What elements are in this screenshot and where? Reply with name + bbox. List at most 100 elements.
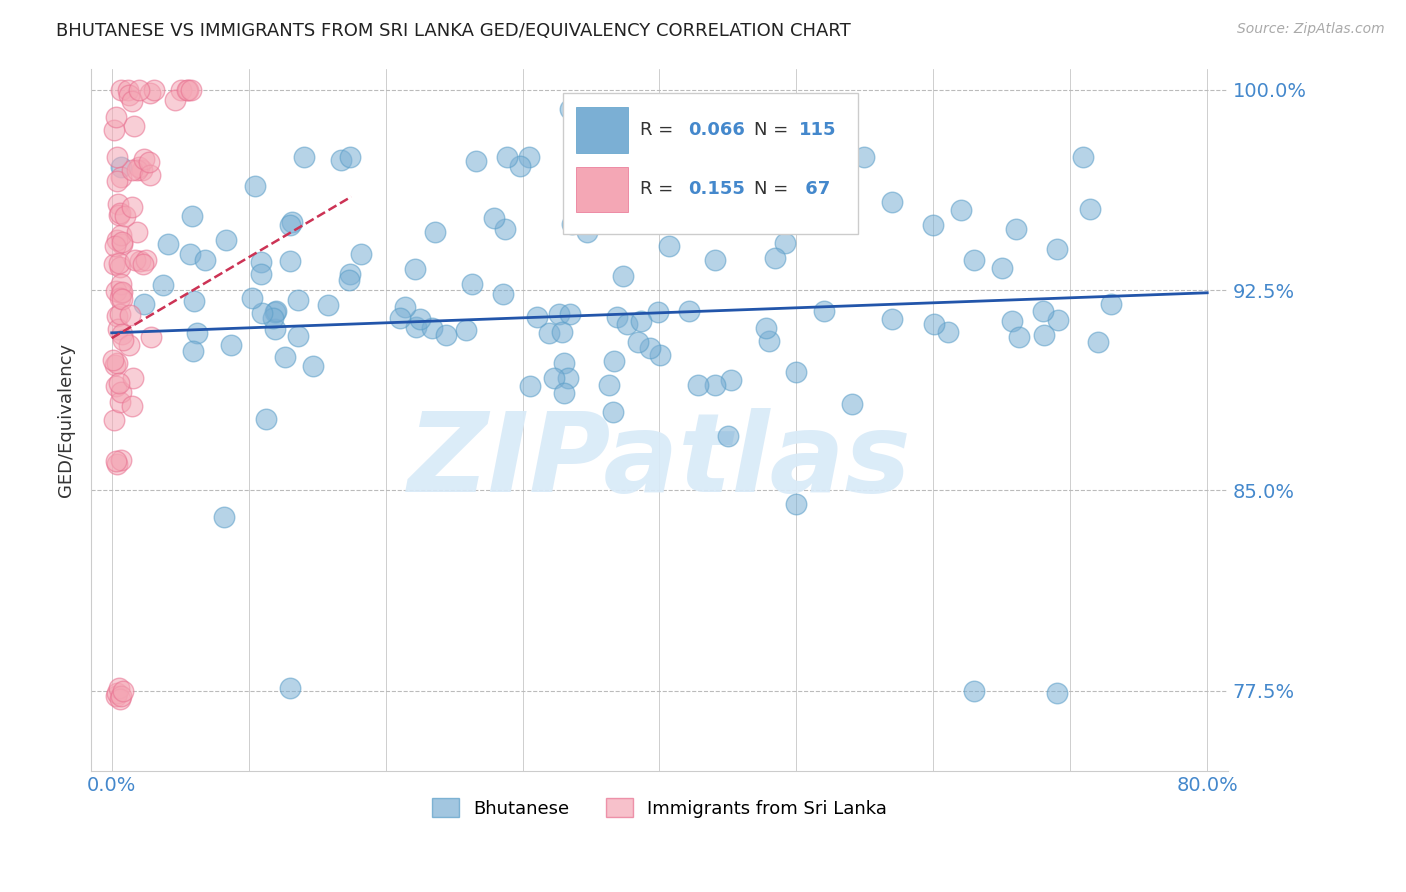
Point (575, 225, 598, 239)
Point (630, 313, 652, 327)
Point (405, 320, 427, 334)
Point (464, 154, 486, 169)
Point (264, 321, 287, 335)
Point (1071, 150, 1094, 164)
Point (108, 291, 131, 305)
Point (280, 253, 302, 268)
Point (139, 168, 162, 182)
Text: N =: N = (754, 180, 794, 198)
Point (949, 202, 972, 217)
Point (180, 83, 202, 97)
Point (461, 277, 484, 291)
Point (492, 286, 515, 301)
Point (152, 278, 174, 293)
Point (128, 160, 150, 174)
Point (287, 328, 309, 343)
Point (841, 396, 863, 410)
Point (108, 206, 131, 220)
Point (127, 225, 149, 239)
Point (963, 252, 986, 267)
Point (337, 273, 360, 287)
Point (603, 354, 626, 368)
Point (704, 377, 727, 392)
Text: Source: ZipAtlas.com: Source: ZipAtlas.com (1237, 22, 1385, 37)
Point (111, 683, 134, 698)
Point (423, 225, 446, 239)
Point (105, 356, 128, 370)
Point (212, 510, 235, 524)
Text: BHUTANESE VS IMMIGRANTS FROM SRI LANKA GED/EQUIVALENCY CORRELATION CHART: BHUTANESE VS IMMIGRANTS FROM SRI LANKA G… (56, 22, 851, 40)
Y-axis label: GED/Equivalency: GED/Equivalency (58, 343, 75, 497)
Point (107, 681, 129, 695)
Point (111, 327, 134, 342)
Point (110, 83, 132, 97)
Point (339, 268, 361, 282)
Point (741, 201, 763, 215)
Point (1001, 314, 1024, 328)
Point (558, 307, 581, 321)
Point (105, 309, 128, 323)
Point (616, 317, 638, 331)
Point (110, 285, 132, 300)
Point (281, 214, 304, 228)
Point (165, 93, 187, 107)
Point (110, 227, 132, 242)
Point (108, 260, 131, 274)
Point (110, 160, 132, 174)
Point (121, 163, 143, 178)
Text: R =: R = (640, 180, 679, 198)
Point (274, 350, 297, 364)
Point (121, 94, 143, 108)
Point (519, 379, 541, 393)
Point (156, 236, 179, 251)
Point (114, 209, 136, 223)
Point (105, 232, 128, 246)
Point (104, 358, 127, 372)
Point (131, 163, 153, 178)
Point (104, 110, 127, 124)
Point (122, 371, 145, 385)
Point (330, 153, 353, 167)
Point (543, 371, 565, 385)
Point (404, 262, 426, 277)
Point (991, 260, 1014, 275)
Point (614, 184, 637, 198)
Point (131, 257, 153, 271)
Point (110, 307, 132, 321)
Point (598, 377, 620, 392)
Point (800, 191, 823, 205)
Point (110, 689, 132, 703)
Point (924, 317, 946, 331)
Text: R =: R = (640, 120, 679, 138)
Point (1032, 304, 1054, 318)
Point (720, 373, 742, 387)
Point (1045, 686, 1067, 700)
Text: 0.155: 0.155 (688, 180, 745, 198)
Point (882, 194, 904, 209)
Point (557, 371, 579, 385)
Point (105, 174, 128, 188)
Point (292, 150, 315, 164)
Point (138, 154, 160, 169)
Point (139, 86, 162, 100)
Point (181, 343, 204, 358)
Point (103, 413, 125, 427)
Point (537, 326, 560, 340)
Point (181, 209, 204, 223)
Point (678, 303, 700, 318)
Point (758, 174, 780, 188)
Point (110, 277, 132, 291)
Point (105, 379, 128, 393)
Point (553, 386, 575, 401)
Point (128, 83, 150, 97)
Point (785, 497, 807, 511)
FancyBboxPatch shape (562, 93, 859, 234)
Point (111, 285, 134, 299)
Point (249, 268, 271, 282)
Point (627, 334, 650, 349)
Point (105, 458, 128, 472)
Point (219, 338, 242, 352)
Point (602, 405, 624, 419)
Point (763, 252, 786, 266)
Point (250, 255, 273, 269)
